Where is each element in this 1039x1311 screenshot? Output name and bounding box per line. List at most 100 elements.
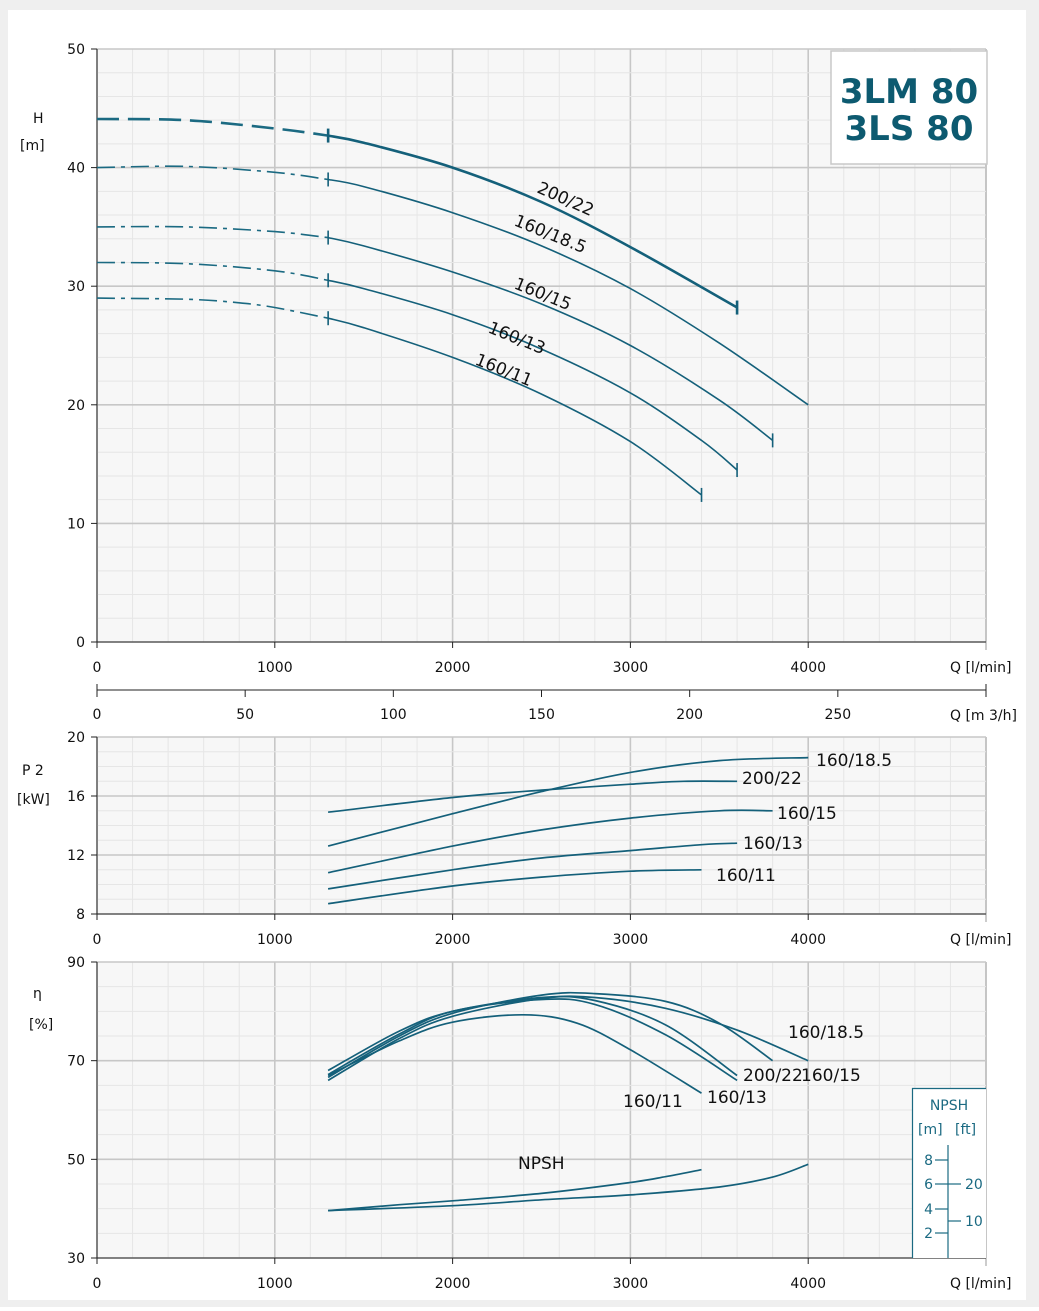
- x-tick-label: 1000: [257, 1276, 293, 1292]
- eff-label-200-22: 200/22: [743, 1066, 803, 1086]
- eff-label-160-15: 160/15: [801, 1066, 861, 1086]
- x-tick-label: 4000: [790, 660, 826, 676]
- x-tick-label: 2000: [435, 1276, 471, 1292]
- m3h-ticks: 0 50 100 150 200 250: [93, 684, 987, 723]
- head-curve-160-15: [327, 236, 774, 442]
- head-curve-160-15-dashed: [96, 225, 329, 239]
- npsh-scale: NPSH [m] [ft] 8 6 4 2 20 10: [911, 1087, 986, 1258]
- x-tick-label: 3000: [613, 660, 649, 676]
- x-tick-label: 0: [93, 932, 102, 948]
- head-curve-160-11: [327, 317, 702, 496]
- x-tick-label: 0: [93, 1276, 102, 1292]
- head-curve-200-22-dashed: [96, 117, 329, 137]
- y-tick-label: 30: [67, 1251, 85, 1267]
- m3h-tick-label: 150: [528, 707, 555, 723]
- head-curve-160-13: [327, 279, 738, 471]
- x-tick-label: 2000: [435, 660, 471, 676]
- power-ticks: 8 12 16 20 0 1000 2000 3000 4000: [67, 730, 826, 948]
- power-curves: [327, 756, 809, 905]
- power-y-label: P 2: [22, 763, 44, 779]
- power-x-label: Q [l/min]: [950, 932, 1011, 948]
- x-tick-label: 0: [93, 660, 102, 676]
- title-line-1: 3LM 80: [840, 72, 978, 112]
- npsh-curve-label: NPSH: [518, 1154, 565, 1174]
- eff-curve-160-11: [327, 1013, 702, 1094]
- npsh-m-tick-label: 2: [924, 1226, 933, 1242]
- head-curve-160-13-dashed: [96, 261, 329, 282]
- npsh-scale-unit-m: [m]: [918, 1122, 943, 1138]
- power-label-160-13: 160/13: [743, 834, 803, 854]
- y-tick-label: 90: [67, 955, 85, 971]
- m3h-x-label: Q [m 3/h]: [950, 708, 1017, 724]
- power-curve-160-18-5: [327, 756, 809, 847]
- x-tick-label: 1000: [257, 660, 293, 676]
- eff-curve-200-22: [327, 995, 738, 1077]
- npsh-scale-ticks: 8 6 4 2 20 10: [924, 1153, 983, 1242]
- power-label-160-15: 160/15: [777, 804, 837, 824]
- y-tick-label: 40: [67, 161, 85, 177]
- x-tick-label: 2000: [435, 932, 471, 948]
- y-tick-label: 70: [67, 1054, 85, 1070]
- npsh-scale-title: NPSH: [930, 1098, 968, 1114]
- head-y-unit: [m]: [20, 138, 45, 154]
- npsh-scale-unit-ft: [ft]: [955, 1122, 976, 1138]
- head-curve-200-22: [327, 134, 738, 309]
- y-tick-label: 0: [76, 635, 85, 651]
- power-label-200-22: 200/22: [742, 769, 802, 789]
- y-tick-label: 20: [67, 398, 85, 414]
- m3h-tick-label: 0: [93, 707, 102, 723]
- power-grid: [91, 736, 987, 922]
- y-tick-label: 30: [67, 279, 85, 295]
- power-curve-160-15: [327, 809, 773, 874]
- npsh-m-tick-label: 8: [924, 1153, 933, 1169]
- head-y-label: H: [33, 111, 44, 127]
- title-line-2: 3LS 80: [845, 109, 974, 149]
- power-label-160-11: 160/11: [716, 866, 776, 886]
- x-tick-label: 4000: [790, 1276, 826, 1292]
- head-curve-160-18-5: [327, 178, 809, 406]
- power-curve-160-13: [327, 842, 738, 890]
- x-tick-label: 4000: [790, 932, 826, 948]
- efficiency-curves: [327, 991, 809, 1212]
- npsh-ft-tick-label: 10: [965, 1214, 983, 1230]
- head-curve-160-18-5-dashed: [96, 165, 329, 181]
- npsh-curve-2: [328, 1163, 809, 1212]
- power-curve-200-22: [328, 780, 738, 814]
- npsh-scale-box: [912, 1088, 986, 1258]
- m3h-tick-label: 250: [824, 707, 851, 723]
- x-tick-label: 3000: [613, 932, 649, 948]
- flow-m3h-axis: 0 50 100 150 200 250 Q [m 3/h]: [93, 684, 1017, 724]
- eff-curve-160-15: [327, 991, 774, 1079]
- power-label-160-18-5: 160/18.5: [816, 751, 892, 771]
- power-y-unit: [kW]: [17, 792, 50, 808]
- npsh-curve-1: [328, 1168, 702, 1212]
- title-box: [830, 50, 988, 165]
- y-tick-label: 12: [67, 848, 85, 864]
- y-tick-label: 50: [67, 1152, 85, 1168]
- npsh-m-tick-label: 4: [924, 1202, 933, 1218]
- npsh-ft-tick-label: 20: [965, 1177, 983, 1193]
- head-x-label: Q [l/min]: [950, 660, 1011, 676]
- eff-label-160-13: 160/13: [707, 1088, 767, 1108]
- y-tick-label: 20: [67, 730, 85, 746]
- m3h-tick-label: 200: [676, 707, 703, 723]
- head-chart: 0 10 20 30 40 50 0 1000 2000 3000 4000 H [m] Q [l/…: [20, 42, 1011, 676]
- head-curves: [96, 117, 809, 502]
- eff-label-160-18-5: 160/18.5: [788, 1023, 864, 1043]
- y-tick-label: 50: [67, 42, 85, 58]
- m3h-tick-label: 100: [380, 707, 407, 723]
- y-tick-label: 16: [67, 789, 85, 805]
- efficiency-y-label: η: [33, 986, 42, 1002]
- efficiency-y-unit: [%]: [29, 1017, 53, 1033]
- head-curve-160-11-dashed: [96, 297, 329, 319]
- power-chart: 8 12 16 20 0 1000 2000 3000 4000 P 2 [kW] Q [l/m…: [17, 730, 1011, 948]
- x-tick-label: 1000: [257, 932, 293, 948]
- y-tick-label: 8: [76, 907, 85, 923]
- npsh-m-tick-label: 6: [924, 1177, 933, 1193]
- eff-label-160-11: 160/11: [623, 1092, 683, 1112]
- m3h-tick-label: 50: [236, 707, 254, 723]
- efficiency-ticks: 30 50 70 90 0 1000 2000 3000 4000: [67, 955, 826, 1292]
- x-tick-label: 3000: [613, 1276, 649, 1292]
